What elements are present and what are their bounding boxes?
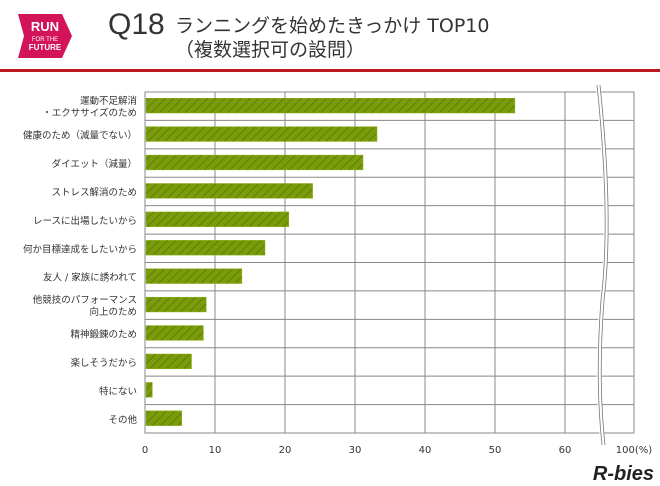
category-label-line: 健康のため（減量でない） — [23, 130, 137, 142]
question-number: Q18 — [108, 8, 165, 41]
category-label: 特にない — [99, 385, 137, 397]
category-label: 楽しそうだから — [70, 357, 137, 369]
category-label-line: レースに出場したいから — [33, 215, 137, 227]
axis-break-line — [599, 84, 609, 446]
x-tick-label: 50 — [489, 445, 502, 456]
category-label: その他 — [108, 414, 137, 426]
category-label-line: 友人 / 家族に誘われて — [43, 272, 137, 284]
header-divider — [0, 69, 660, 72]
x-tick-label: 20 — [279, 445, 292, 456]
category-label-line: その他 — [108, 414, 137, 426]
category-label-line: 運動不足解消 — [80, 95, 137, 107]
category-label: ダイエット（減量） — [52, 158, 137, 170]
category-label-line: ダイエット（減量） — [52, 158, 137, 170]
bar-5 — [145, 211, 290, 227]
category-label-line: 他競技のパフォーマンス — [33, 294, 137, 306]
bar-3 — [145, 154, 364, 171]
svg-text:FUTURE: FUTURE — [29, 43, 62, 52]
category-label-line: ストレス解消のため — [51, 186, 137, 198]
category-label: 健康のため（減量でない） — [23, 130, 137, 142]
bar-1 — [145, 98, 516, 114]
x-tick-label: 10 — [209, 445, 222, 456]
title-line2: （複数選択可の設問） — [175, 39, 366, 61]
category-label-line: 楽しそうだから — [70, 357, 137, 369]
category-label: 何か目標達成をしたいから — [23, 243, 137, 255]
category-label-line: 何か目標達成をしたいから — [23, 243, 137, 255]
category-label: ストレス解消のため — [51, 186, 137, 198]
page-title: ランニングを始めたきっかけ TOP10 （複数選択可の設問） — [175, 14, 489, 62]
category-label: 他競技のパフォーマンス向上のため — [33, 294, 137, 318]
title-line1: ランニングを始めたきっかけ TOP10 — [175, 15, 490, 37]
axis-break-line — [596, 84, 606, 446]
bar-4 — [145, 183, 313, 199]
svg-text:FOR THE: FOR THE — [32, 37, 58, 43]
category-label-line: 精神鍛錬のため — [70, 329, 137, 341]
bar-11 — [145, 382, 153, 398]
x-tick-label: 0 — [142, 445, 148, 456]
category-label-line: ・エクササイズのため — [42, 107, 137, 119]
bar-2 — [145, 126, 378, 142]
category-label-line: 向上のため — [89, 306, 137, 318]
x-tick-label: 60 — [559, 445, 572, 456]
bar-6 — [145, 240, 266, 256]
x-tick-label: 100(%) — [616, 445, 652, 456]
r-bies-logo: R-bies — [592, 463, 654, 485]
svg-text:RUN: RUN — [31, 19, 59, 34]
bar-8 — [145, 296, 207, 313]
category-label-line: 特にない — [99, 385, 137, 397]
bar-7 — [145, 268, 243, 284]
bar-9 — [145, 325, 204, 341]
x-tick-label: 30 — [349, 445, 362, 456]
bar-12 — [145, 410, 182, 426]
category-label: レースに出場したいから — [33, 215, 137, 227]
run-for-the-future-logo: RUN FOR THE FUTURE — [18, 14, 72, 58]
bar-10 — [145, 353, 192, 370]
axis-break-gap — [595, 84, 609, 446]
category-label: 友人 / 家族に誘われて — [43, 272, 137, 284]
x-tick-label: 40 — [419, 445, 432, 456]
category-label: 運動不足解消・エクササイズのため — [42, 95, 137, 119]
category-label: 精神鍛錬のため — [70, 329, 137, 341]
